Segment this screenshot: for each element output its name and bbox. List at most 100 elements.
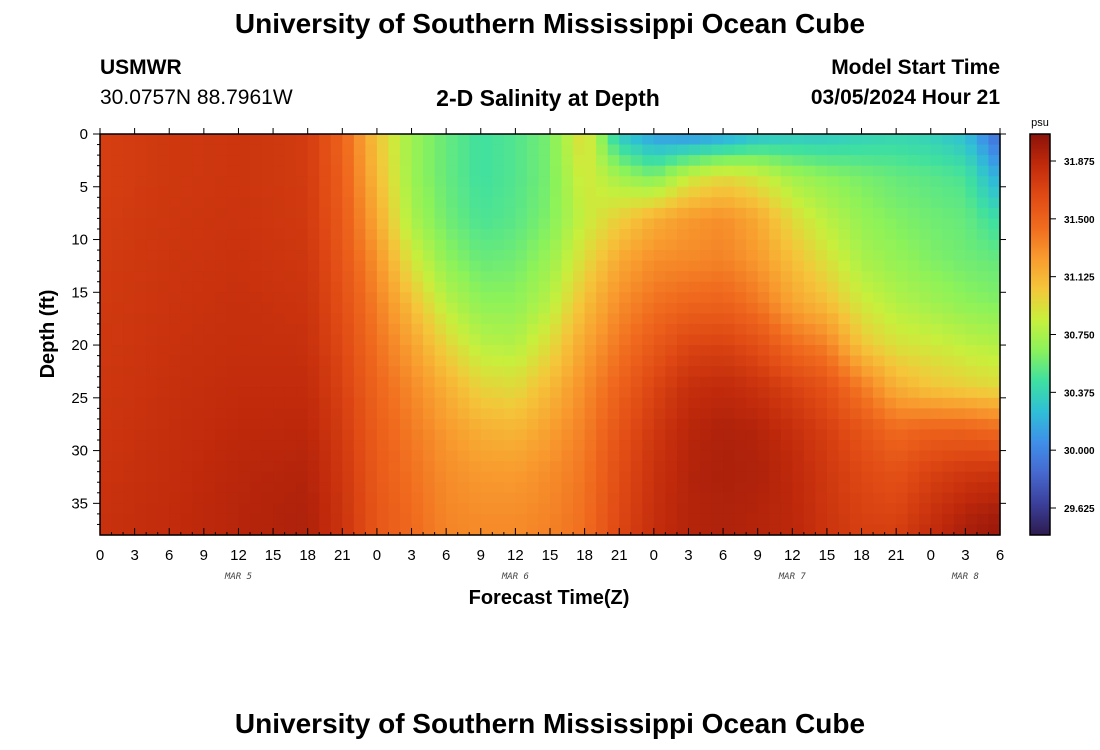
heatmap-cell bbox=[700, 450, 713, 462]
heatmap-cell bbox=[619, 323, 632, 336]
heatmap-cell bbox=[815, 397, 828, 409]
heatmap-cell bbox=[146, 165, 159, 177]
heatmap-cell bbox=[250, 366, 263, 378]
heatmap-cell bbox=[538, 418, 551, 431]
heatmap-cell bbox=[746, 524, 759, 536]
heatmap-cell bbox=[792, 134, 805, 146]
heatmap-cell bbox=[250, 165, 263, 177]
heatmap-cell bbox=[584, 387, 597, 399]
heatmap-cell bbox=[700, 492, 713, 504]
heatmap-cell bbox=[976, 260, 990, 272]
heatmap-cell bbox=[226, 408, 240, 420]
heatmap-cell bbox=[884, 292, 897, 304]
heatmap-cell bbox=[411, 218, 424, 230]
heatmap-cell bbox=[665, 218, 678, 230]
heatmap-cell bbox=[584, 155, 597, 167]
heatmap-cell bbox=[434, 461, 447, 473]
heatmap-cell bbox=[515, 450, 528, 462]
heatmap-cell bbox=[653, 450, 666, 462]
heatmap-cell bbox=[192, 228, 205, 241]
heatmap-cell bbox=[573, 366, 586, 378]
heatmap-cell bbox=[238, 323, 251, 336]
heatmap-cell bbox=[503, 387, 516, 399]
heatmap-cell bbox=[307, 345, 320, 357]
heatmap-cell bbox=[261, 134, 274, 146]
heatmap-cell bbox=[261, 323, 274, 336]
heatmap-cell bbox=[850, 197, 863, 209]
heatmap-cell bbox=[457, 250, 470, 262]
heatmap-cell bbox=[365, 503, 378, 515]
heatmap-cell bbox=[723, 292, 736, 304]
heatmap-cell bbox=[180, 429, 193, 441]
heatmap-cell bbox=[238, 440, 251, 452]
heatmap-cell bbox=[307, 492, 320, 504]
heatmap-cell bbox=[400, 345, 413, 357]
heatmap-cell bbox=[273, 281, 286, 293]
heatmap-cell bbox=[965, 155, 978, 167]
heatmap-cell bbox=[446, 461, 459, 473]
heatmap-cell bbox=[376, 408, 390, 420]
heatmap-cell bbox=[365, 345, 378, 357]
heatmap-cell bbox=[826, 313, 840, 325]
heatmap-cell bbox=[861, 376, 874, 388]
heatmap-cell bbox=[296, 313, 309, 325]
heatmap-cell bbox=[988, 513, 1001, 526]
heatmap-cell bbox=[203, 302, 216, 314]
heatmap-cell bbox=[965, 134, 978, 146]
heatmap-cell bbox=[515, 155, 528, 167]
y-tick-label: 15 bbox=[71, 284, 88, 301]
heatmap-cell bbox=[146, 408, 159, 420]
heatmap-cell bbox=[434, 186, 447, 198]
heatmap-cell bbox=[238, 313, 251, 325]
heatmap-cell bbox=[734, 513, 747, 526]
heatmap-cell bbox=[734, 134, 747, 146]
heatmap-cell bbox=[538, 228, 551, 241]
heatmap-cell bbox=[388, 260, 401, 272]
heatmap-cell bbox=[192, 218, 205, 230]
heatmap-cell bbox=[907, 165, 920, 177]
heatmap-cell bbox=[492, 429, 505, 441]
heatmap-cell bbox=[896, 482, 909, 494]
heatmap-cell bbox=[653, 418, 666, 431]
heatmap-cell bbox=[919, 429, 932, 441]
heatmap-cell bbox=[261, 155, 274, 167]
heatmap-cell bbox=[688, 292, 701, 304]
heatmap-cell bbox=[284, 155, 297, 167]
heatmap-cell bbox=[215, 461, 228, 473]
heatmap-cell bbox=[457, 134, 470, 146]
heatmap-cell bbox=[446, 513, 459, 526]
heatmap-cell bbox=[930, 492, 943, 504]
heatmap-cell bbox=[365, 440, 378, 452]
heatmap-cell bbox=[826, 450, 840, 462]
heatmap-cell bbox=[907, 250, 920, 262]
heatmap-cell bbox=[815, 260, 828, 272]
heatmap-cell bbox=[838, 387, 851, 399]
x-tick-label: 15 bbox=[542, 547, 559, 564]
heatmap-cell bbox=[953, 250, 966, 262]
heatmap-cell bbox=[284, 260, 297, 272]
heatmap-cell bbox=[503, 461, 516, 473]
heatmap-cell bbox=[930, 250, 943, 262]
heatmap-cell bbox=[400, 218, 413, 230]
heatmap-cell bbox=[907, 155, 920, 167]
heatmap-cell bbox=[250, 418, 263, 431]
heatmap-cell bbox=[250, 144, 263, 156]
heatmap-cell bbox=[584, 345, 597, 357]
heatmap-cell bbox=[157, 503, 170, 515]
heatmap-cell bbox=[100, 186, 113, 198]
heatmap-cell bbox=[953, 302, 966, 314]
heatmap-cell bbox=[307, 471, 320, 483]
heatmap-cell bbox=[469, 376, 482, 388]
heatmap-cell bbox=[342, 271, 355, 283]
x-tick-label: 3 bbox=[130, 547, 138, 564]
heatmap-cell bbox=[665, 461, 678, 473]
heatmap-cell bbox=[550, 429, 563, 441]
heatmap-cell bbox=[400, 250, 413, 262]
heatmap-cell bbox=[215, 334, 228, 346]
heatmap-cell bbox=[100, 524, 113, 536]
heatmap-cell bbox=[180, 144, 193, 156]
heatmap-cell bbox=[976, 376, 990, 388]
heatmap-cell bbox=[561, 292, 574, 304]
heatmap-cell bbox=[976, 334, 990, 346]
heatmap-cell bbox=[711, 218, 724, 230]
